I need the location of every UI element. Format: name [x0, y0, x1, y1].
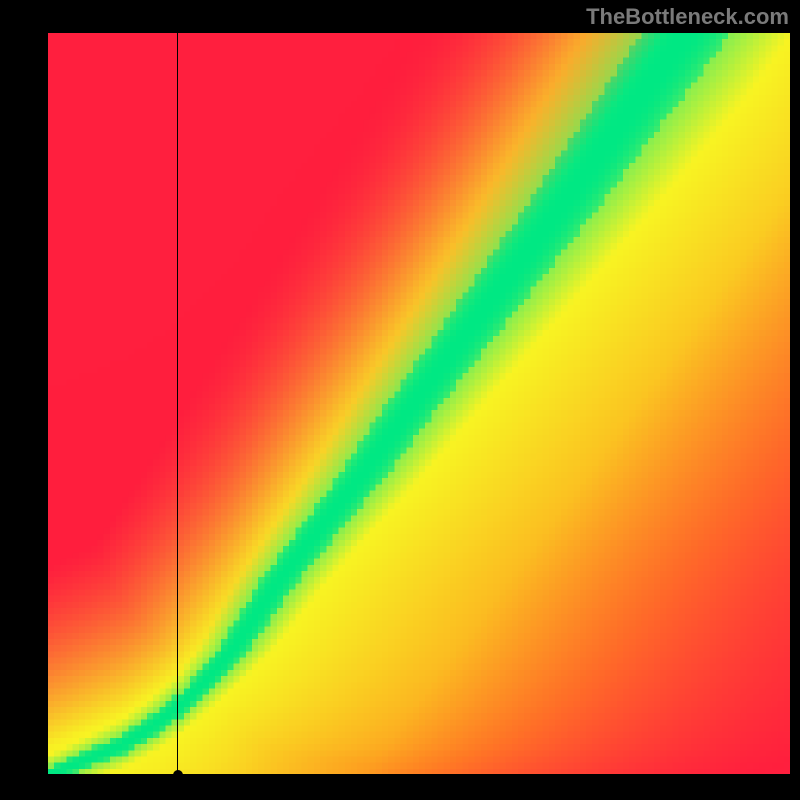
plot-frame [48, 33, 790, 775]
attribution-text: TheBottleneck.com [586, 4, 789, 30]
vertical-guide-line [177, 33, 178, 775]
horizontal-guide-line [48, 774, 790, 775]
marker-dot [173, 770, 183, 780]
chart-container: TheBottleneck.com [0, 0, 800, 800]
heatmap-canvas [48, 33, 790, 775]
